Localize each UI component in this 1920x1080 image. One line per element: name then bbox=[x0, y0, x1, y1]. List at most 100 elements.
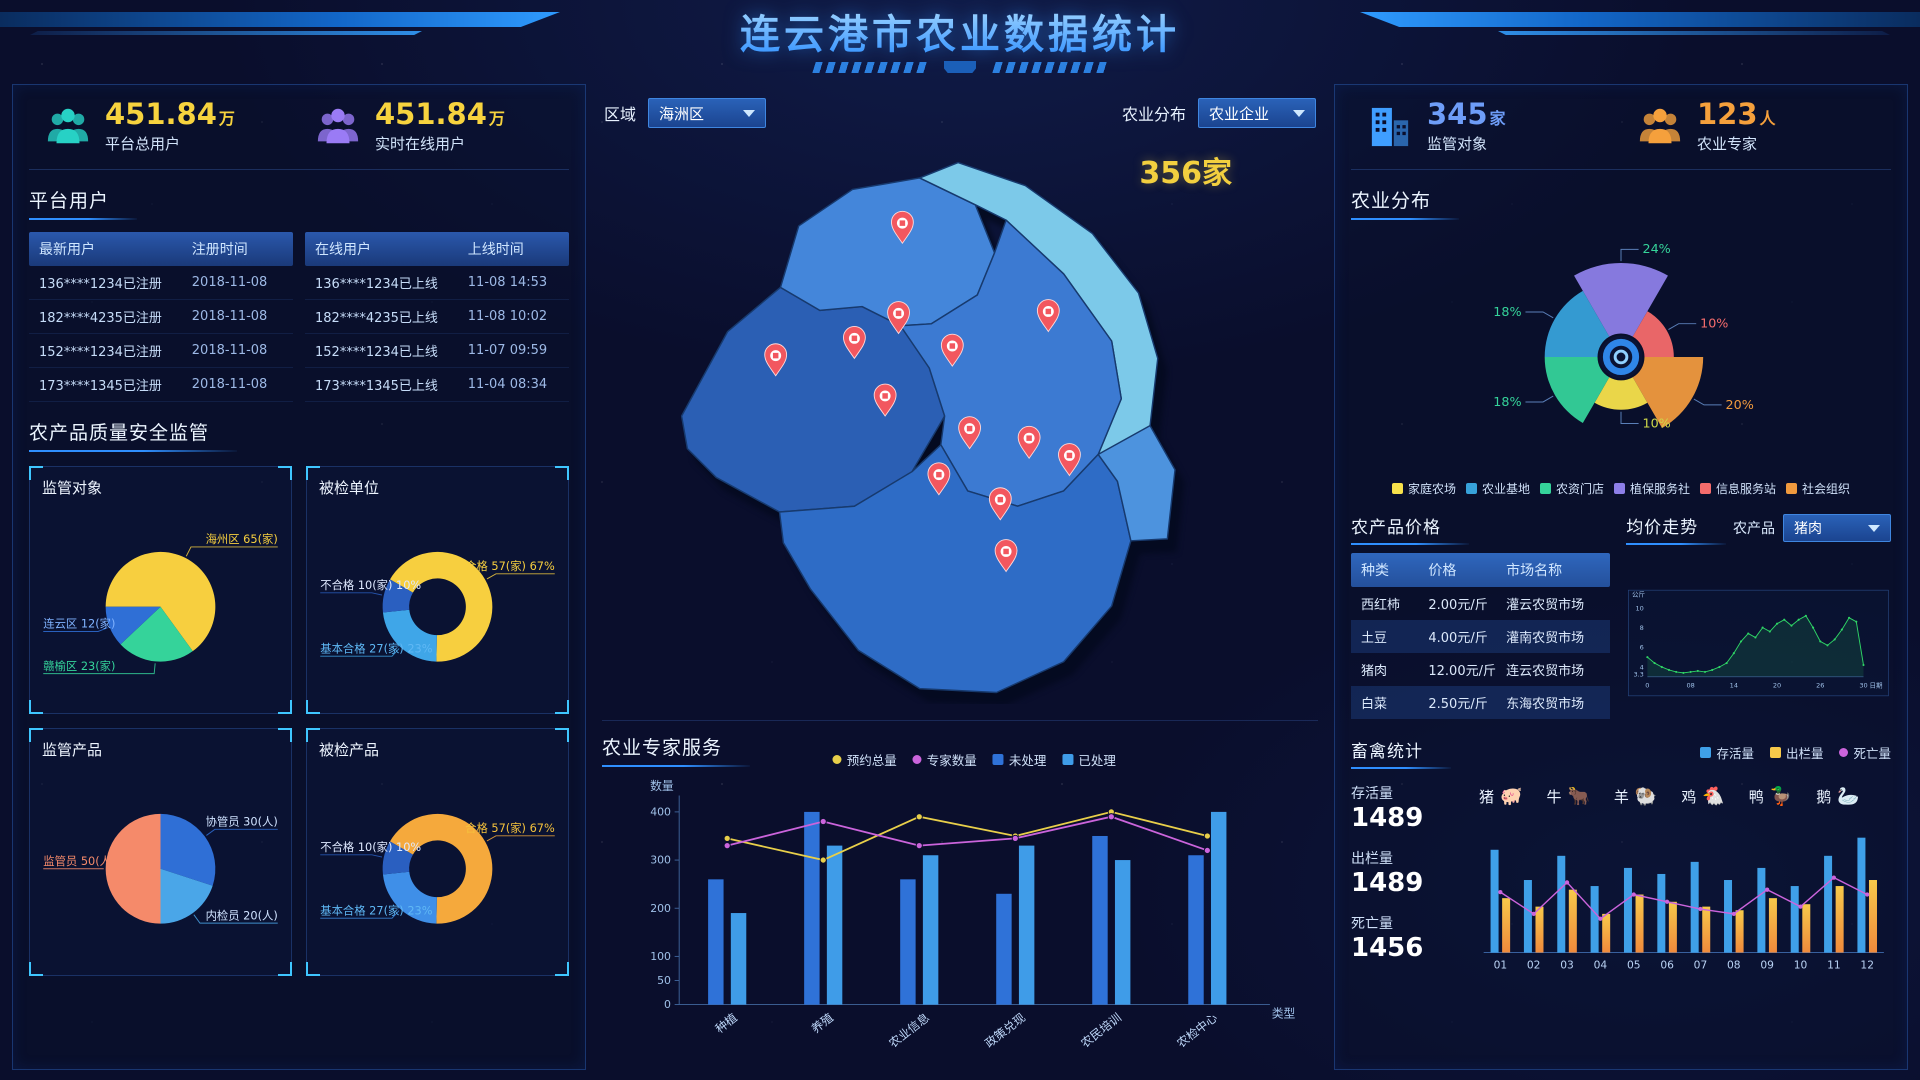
map-pin[interactable] bbox=[988, 487, 1012, 521]
livestock-chart: 01 02 03 04 05 06 07 08 09 10 11 12 bbox=[1473, 813, 1891, 989]
animal-label: 猪 bbox=[1479, 787, 1495, 806]
map-pin[interactable] bbox=[1017, 425, 1041, 460]
svg-text:类型: 类型 bbox=[1272, 1006, 1296, 1020]
table-cell: 4.00元/斤 bbox=[1428, 631, 1488, 646]
svg-text:06: 06 bbox=[1660, 959, 1674, 972]
stripe-decoration-left bbox=[812, 61, 928, 73]
supervision-objects-svg: 海州区 65(家) 赣榆区 23(家) 连云区 12(家) bbox=[43, 532, 278, 675]
svg-text:11: 11 bbox=[1827, 959, 1841, 972]
table-cell: 152****1234已注册 bbox=[39, 345, 162, 360]
price-trend-section: 均价走势 农产品 猪肉 3.3 4 6 8 10 公斤 0 08 14 20 26 30 日期 bbox=[1626, 503, 1891, 727]
table-cell: 11-08 14:53 bbox=[467, 275, 548, 290]
price-table-section: 农产品价格 种类 价格 市场名称 西红柿 2.00元/斤 灌云农贸市场 土豆 4.00元/斤 灌… bbox=[1351, 503, 1611, 727]
map-pin[interactable] bbox=[842, 326, 866, 360]
svg-text:3.3: 3.3 bbox=[1634, 670, 1644, 678]
quality-supervision-section: 农产品质量安全监管 监管对象 海州区 65(家) 赣榆区 23(家) 连云区 12(家… bbox=[29, 402, 569, 976]
legend-label: 未处理 bbox=[1008, 753, 1047, 768]
livestock-section: 畜禽统计 存活量 出栏量 死亡量 存活量 1489 出栏量 1489 死亡量 1456 猪 🐖 牛… bbox=[1351, 727, 1891, 989]
svg-text:02: 02 bbox=[1527, 959, 1541, 972]
distribution-select[interactable]: 农业企业 bbox=[1198, 98, 1316, 128]
duck-item: 鸭 🦆 bbox=[1749, 786, 1792, 807]
chevron-decoration bbox=[938, 61, 982, 73]
legend-swatch bbox=[912, 755, 922, 764]
table-row: 182****4235已注册 2018-11-08 bbox=[29, 300, 293, 334]
map-region[interactable] bbox=[899, 219, 1122, 507]
legend-item[interactable]: 未处理 bbox=[992, 750, 1047, 769]
legend-swatch bbox=[1786, 483, 1798, 494]
legend-swatch bbox=[1465, 483, 1477, 494]
legend-swatch bbox=[1700, 746, 1712, 758]
legend-item[interactable]: 预约总量 bbox=[832, 750, 897, 769]
table-row: 土豆 4.00元/斤 灌南农贸市场 bbox=[1351, 620, 1611, 653]
legend-label: 已处理 bbox=[1078, 753, 1116, 768]
distribution-select-value: 农业企业 bbox=[1209, 104, 1270, 123]
map-pin[interactable] bbox=[1036, 299, 1060, 333]
region-select-value: 海洲区 bbox=[659, 104, 705, 123]
svg-text:400: 400 bbox=[650, 806, 671, 819]
table-cell: 西红柿 bbox=[1361, 598, 1401, 613]
svg-text:海州区 65(家): 海州区 65(家) bbox=[206, 532, 278, 546]
map-pin[interactable] bbox=[927, 462, 951, 496]
inspected-units-box: 被检单位 合格 57(家) 67% 基本合格 27(家) 23% 不合格 10(家) … bbox=[306, 466, 569, 714]
chicken-item: 鸡 🐔 bbox=[1681, 786, 1724, 807]
stat-value: 451.84 万 bbox=[375, 97, 505, 131]
legend-item[interactable]: 专家数量 bbox=[912, 750, 977, 769]
price-trend-svg: 3.34 6 8 10 公斤 0 08 14 20 26 30 日期 bbox=[1628, 590, 1889, 697]
agri-distribution-svg: 24% 10% 20% 10% 18% 18% bbox=[1493, 241, 1754, 430]
map-pin[interactable] bbox=[873, 383, 897, 417]
platform-user-tables: 最新用户 注册时间 136****1234已注册 2018-11-08 182****4… bbox=[29, 232, 569, 402]
legend-item[interactable]: 死亡量 bbox=[1839, 743, 1891, 762]
distribution-label: 农业分布 bbox=[1121, 105, 1186, 124]
legend-item[interactable]: 农资门店 bbox=[1539, 480, 1604, 497]
svg-text:03: 03 bbox=[1560, 959, 1574, 972]
legend-item[interactable]: 家庭农场 bbox=[1391, 480, 1456, 497]
livestock-stat-value: 1489 bbox=[1351, 868, 1424, 899]
svg-text:0: 0 bbox=[664, 998, 671, 1011]
legend-item[interactable]: 出栏量 bbox=[1769, 743, 1823, 762]
agri-distribution-chart: 24% 10% 20% 10% 18% 18% bbox=[1351, 232, 1891, 478]
chart-box-title: 监管对象 bbox=[42, 479, 103, 497]
section-title-expert-service: 农业专家服务 bbox=[602, 733, 751, 767]
svg-text:6: 6 bbox=[1640, 644, 1644, 652]
product-select[interactable]: 猪肉 bbox=[1783, 514, 1891, 542]
map-pin[interactable] bbox=[958, 416, 982, 450]
svg-text:内检员 20(人): 内检员 20(人) bbox=[206, 908, 278, 922]
map-pin[interactable] bbox=[994, 539, 1018, 573]
legend-item[interactable]: 植保服务社 bbox=[1614, 480, 1690, 497]
map-pin[interactable] bbox=[890, 210, 914, 244]
map-pin[interactable] bbox=[1058, 443, 1081, 477]
stat-value: 123 人 bbox=[1697, 97, 1776, 131]
supervised-products-box: 监管产品 监管员 50(人) 协管员 30(人) 内检员 20(人) bbox=[29, 728, 292, 976]
table-cell: 182****4235已上线 bbox=[315, 311, 438, 326]
stat-value: 451.84 万 bbox=[105, 97, 235, 131]
cow-item: 牛 🐂 bbox=[1546, 786, 1589, 807]
legend-item[interactable]: 社会组织 bbox=[1786, 480, 1850, 497]
stripe-decoration-right bbox=[992, 61, 1108, 73]
svg-text:0: 0 bbox=[1645, 682, 1649, 690]
region-select[interactable]: 海洲区 bbox=[648, 98, 767, 128]
svg-text:100: 100 bbox=[650, 950, 671, 963]
map-pin-layer bbox=[764, 210, 1081, 573]
legend-item[interactable]: 农业基地 bbox=[1465, 480, 1530, 497]
column-header: 在线用户 bbox=[315, 242, 371, 258]
legend-item[interactable]: 已处理 bbox=[1062, 750, 1116, 769]
table-header-row: 最新用户 注册时间 bbox=[29, 232, 293, 266]
legend-item[interactable]: 信息服务站 bbox=[1700, 480, 1776, 497]
livestock-stat: 出栏量 1489 bbox=[1351, 848, 1467, 899]
building-icon bbox=[1367, 106, 1413, 148]
map-pin[interactable] bbox=[887, 301, 910, 335]
legend-label: 存活量 bbox=[1716, 745, 1754, 761]
map-region[interactable] bbox=[1097, 424, 1176, 542]
table-row: 白菜 2.50元/斤 东海农贸市场 bbox=[1351, 686, 1611, 719]
svg-text:农检中心: 农检中心 bbox=[1174, 1010, 1220, 1050]
lianyungang-map bbox=[680, 161, 1176, 694]
svg-text:公斤: 公斤 bbox=[1632, 590, 1646, 599]
map-pin[interactable] bbox=[940, 333, 964, 367]
legend-label: 家庭农场 bbox=[1407, 482, 1456, 496]
goose-icon: 🦢 bbox=[1837, 785, 1860, 807]
legend-item[interactable]: 存活量 bbox=[1700, 743, 1754, 762]
table-cell: 12.00元/斤 bbox=[1428, 664, 1496, 679]
table-cell: 2018-11-08 bbox=[191, 309, 268, 324]
map-pin[interactable] bbox=[764, 343, 788, 377]
